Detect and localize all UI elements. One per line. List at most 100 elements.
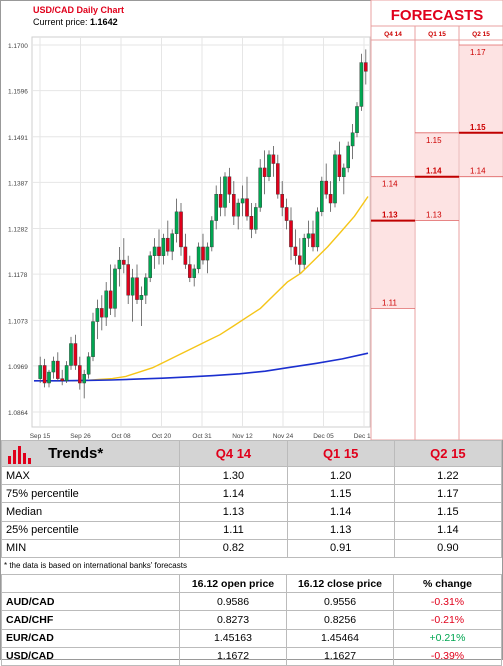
plot-frame — [31, 36, 371, 428]
candle-body — [170, 233, 175, 252]
pair-open: 1.1672 — [179, 646, 287, 666]
x-tick-label: Dec 17 — [354, 433, 375, 440]
candle-body — [342, 167, 346, 177]
candle-body — [311, 233, 315, 248]
y-tick-label: 1.0969 — [8, 364, 28, 371]
candle-body — [192, 268, 197, 278]
candle-body — [47, 371, 51, 384]
forecast-range-band — [460, 45, 502, 177]
candle-body — [364, 62, 368, 72]
x-tick-label: Oct 08 — [111, 433, 131, 440]
pair-open: 1.45163 — [179, 628, 287, 648]
candle-body — [113, 268, 117, 309]
trends-col-q2: Q2 15 — [393, 440, 503, 467]
candle-body — [174, 211, 179, 234]
candle-body — [227, 176, 232, 195]
current-price: Current price: 1.1642 — [33, 17, 118, 27]
trends-table: Trends* Q4 14 Q1 15 Q2 15 MAX 1.30 1.20 … — [0, 440, 503, 558]
row-label: 25% percentile — [0, 520, 181, 540]
x-tick-label: Sep 15 — [30, 433, 51, 440]
forecast-col-label: Q1 15 — [428, 31, 446, 38]
pair-close: 0.8256 — [286, 610, 394, 630]
candle-body — [231, 194, 236, 217]
row-value: 1.20 — [286, 465, 395, 486]
candle-body — [161, 237, 166, 256]
row-label: Median — [0, 502, 181, 522]
candle-body — [139, 295, 144, 300]
candle-body — [60, 378, 64, 382]
y-tick-label: 1.1596 — [8, 89, 28, 96]
candle-body — [95, 308, 100, 322]
candle-body — [205, 246, 210, 261]
y-tick-label: 1.1700 — [8, 43, 28, 50]
moving-average-fast — [34, 352, 369, 382]
forecast-col-label: Q4 14 — [384, 31, 402, 38]
pair-name: USD/CAD — [1, 646, 180, 666]
candle-body — [218, 194, 223, 208]
row-label: MAX — [0, 465, 181, 486]
pair-close: 1.1627 — [286, 646, 394, 666]
candle-body — [333, 154, 337, 204]
forecast-min-label: 1.14 — [470, 167, 486, 176]
candle-body — [253, 207, 258, 230]
candle-body — [267, 154, 271, 177]
trends-row-25: 25% percentile 1.11 1.13 1.14 — [0, 520, 503, 540]
candle-body — [143, 277, 148, 296]
chart-area: 1.1700 1.1596 1.1491 1.1387 1.1282 1.1178 1.10… — [8, 0, 503, 440]
trends-col-q4: Q4 14 — [179, 440, 288, 467]
candle-body — [126, 264, 130, 296]
candle-body — [187, 264, 192, 278]
row-value: 1.13 — [179, 502, 288, 522]
forecast-median-label: 1.14 — [426, 167, 442, 176]
y-tick-label: 1.1073 — [8, 318, 28, 325]
chart-title: USD/CAD Daily Chart — [33, 5, 125, 15]
x-tick-label: Nov 24 — [273, 433, 294, 440]
footnote: * the data is based on international ban… — [4, 560, 187, 570]
candle-body — [293, 246, 298, 256]
forecast-max-label: 1.14 — [382, 180, 398, 189]
trends-col-q1: Q1 15 — [286, 440, 395, 467]
candle-body — [223, 176, 227, 208]
row-value: 1.11 — [179, 520, 288, 540]
pairs-header-blank — [1, 573, 180, 594]
candle-body — [117, 259, 122, 270]
candle-body — [258, 167, 263, 208]
y-tick-label: 1.1491 — [8, 135, 28, 142]
candle-body — [77, 365, 82, 384]
pairs-col-close: 16.12 close price — [286, 573, 394, 594]
candle-body — [148, 255, 153, 278]
candle-body — [130, 277, 135, 296]
forecast-range-band — [372, 176, 414, 309]
candle-body — [165, 237, 170, 252]
candle-body — [359, 62, 364, 107]
forecast-min-label: 1.13 — [426, 211, 442, 220]
candle-body — [271, 154, 276, 164]
pair-name: AUD/CAD — [1, 592, 180, 612]
pairs-table: 16.12 open price 16.12 close price % cha… — [1, 573, 502, 666]
current-price-value: 1.1642 — [90, 17, 118, 27]
row-label: MIN — [0, 538, 181, 558]
bar-chart-icon — [8, 445, 31, 464]
candle-body — [245, 198, 249, 217]
row-value: 0.90 — [393, 538, 503, 558]
row-value: 1.14 — [286, 502, 395, 522]
candle-body — [355, 106, 359, 133]
y-tick-label: 1.0864 — [8, 410, 28, 417]
pair-change: -0.39% — [393, 646, 502, 666]
trends-heading: Trends* — [48, 444, 104, 462]
row-value: 1.30 — [179, 465, 288, 486]
candle-body — [51, 360, 56, 373]
pair-open: 0.9586 — [179, 592, 287, 612]
forecast-median-label: 1.13 — [382, 211, 398, 220]
candle-body — [315, 211, 320, 248]
candle-body — [280, 194, 285, 208]
trends-row-75: 75% percentile 1.14 1.15 1.17 — [0, 484, 503, 504]
row-value: 1.22 — [393, 465, 503, 486]
candle-body — [276, 163, 280, 195]
candle-body — [196, 246, 201, 270]
trends-heading-cell: Trends* — [0, 440, 181, 467]
row-value: 0.91 — [286, 538, 395, 558]
candle-body — [249, 216, 254, 230]
candle-body — [42, 365, 47, 384]
x-tick-label: Nov 12 — [232, 433, 253, 440]
